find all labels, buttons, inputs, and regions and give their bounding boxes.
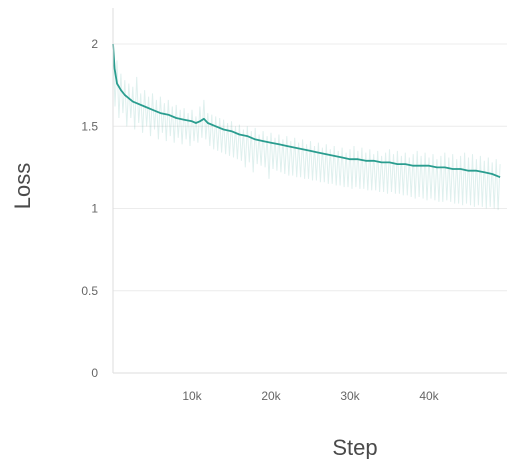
y-tick-label: 0 xyxy=(91,366,98,380)
x-tick-label: 30k xyxy=(340,389,360,403)
y-axis-title: Loss xyxy=(10,163,35,209)
raw-loss-line xyxy=(112,43,501,211)
smoothed-loss-series xyxy=(112,43,501,179)
x-axis-title: Step xyxy=(332,435,377,459)
y-tick-label: 2 xyxy=(91,37,98,51)
y-tick-label: 1 xyxy=(91,202,98,216)
raw-loss-series xyxy=(112,43,501,211)
x-tick-label: 20k xyxy=(261,389,281,403)
y-tick-labels: 0 0.5 1 1.5 2 xyxy=(81,37,98,380)
y-tick-label: 1.5 xyxy=(81,119,98,133)
smoothed-loss-line xyxy=(112,43,501,179)
y-tick-label: 0.5 xyxy=(81,284,98,298)
x-tick-labels: 10k 20k 30k 40k xyxy=(182,389,439,403)
x-tick-label: 40k xyxy=(419,389,439,403)
grid-lines xyxy=(113,43,507,292)
x-tick-label: 10k xyxy=(182,389,202,403)
